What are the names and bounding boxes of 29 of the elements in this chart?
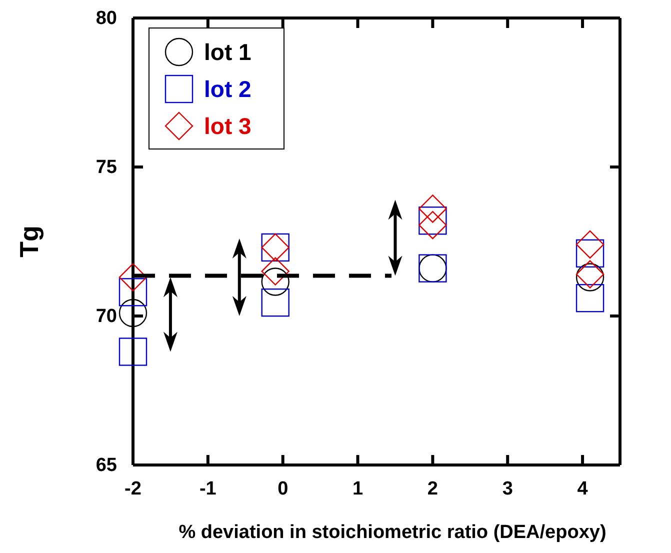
point: [576, 284, 604, 312]
point: [418, 211, 447, 240]
legend-label: lot 2: [204, 76, 252, 102]
point: [576, 239, 604, 268]
x-tick-label: -2: [124, 478, 142, 500]
y-tick-label: 75: [96, 157, 118, 178]
point: [118, 263, 148, 292]
point: [118, 278, 148, 306]
point: [261, 288, 290, 317]
point: [118, 298, 148, 328]
point: [261, 268, 290, 296]
x-tick-label: 3: [502, 478, 513, 500]
y-axis-title: Tg: [14, 226, 44, 258]
point: [418, 206, 447, 235]
point: [118, 338, 148, 366]
point: [261, 257, 290, 286]
x-tick-label: 4: [577, 478, 588, 500]
x-axis-title: % deviation in stoichiometric ratio (DEA/epoxy): [178, 522, 606, 543]
y-tick-label: 65: [96, 455, 118, 476]
point: [576, 230, 604, 259]
y-tick-label: 70: [96, 306, 117, 328]
x-tick-label: 1: [352, 478, 364, 500]
y-tick-label: 80: [96, 8, 117, 30]
legend-label: lot 3: [204, 113, 252, 139]
x-tick-label: 0: [278, 478, 288, 500]
x-tick-label: 2: [427, 478, 438, 500]
point: [418, 194, 447, 223]
legend-label: lot 1: [204, 39, 252, 65]
x-tick-label: -1: [199, 478, 217, 500]
